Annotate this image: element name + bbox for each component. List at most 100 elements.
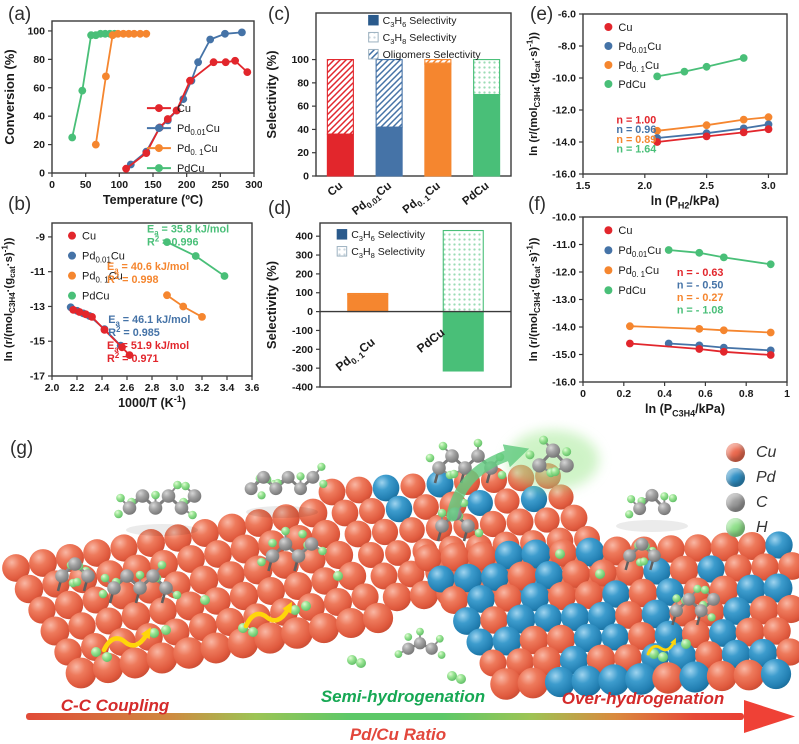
svg-text:ln (r/(molC3H4·(gcat·s)-1)): ln (r/(molC3H4·(gcat·s)-1)) [1,237,18,361]
svg-text:1: 1 [784,388,790,400]
svg-text:80: 80 [297,77,309,89]
chart-c3h4-reaction-order: 0 0.2 0.4 0.6 0.8 1 -16.0 -15.0 -14.0 -13.0 -12.0 -… [526,212,790,419]
svg-text:Pd0.01Cu: Pd0.01Cu [350,180,395,218]
svg-text:100: 100 [291,54,309,66]
svg-text:n = 1.64: n = 1.64 [616,143,656,155]
svg-text:3.4: 3.4 [220,382,235,394]
svg-text:C3H6 Selectivity: C3H6 Selectivity [351,229,426,243]
chart-selectivity-stacked-bars: 0 20 40 60 80 100 Selectivity (%) Cu Pd0.01CuPd0… [264,12,512,218]
panel-letter-c: (c) [268,4,291,25]
panel-letter-f: (f) [528,194,546,215]
svg-text:Conversion (%): Conversion (%) [2,49,17,144]
svg-text:200: 200 [295,268,313,280]
svg-text:60: 60 [33,82,45,94]
atom-legend: Cu Pd C H [726,440,776,540]
svg-text:2.0: 2.0 [45,382,60,394]
svg-text:n = 0.96: n = 0.96 [616,124,656,136]
chart-selectivity-posneg-bars: -400 -300 -200 -100 0 100 200 300 400 Selectivity… [264,222,512,394]
svg-text:300: 300 [295,250,313,262]
svg-text:R2 = 0.998: R2 = 0.998 [107,272,158,286]
svg-text:-11: -11 [30,266,45,278]
panel-letter-g: (g) [10,438,34,459]
svg-text:20: 20 [33,139,45,151]
svg-text:-16.0: -16.0 [552,169,576,181]
svg-text:C3H8 Selectivity: C3H8 Selectivity [351,246,426,260]
svg-text:-13: -13 [30,301,45,313]
svg-text:3.0: 3.0 [761,180,776,192]
pd-atom-icon [726,468,745,487]
svg-text:-17: -17 [30,371,45,383]
svg-text:-15: -15 [30,336,45,348]
svg-text:Ea = 51.9 kJ/mol: Ea = 51.9 kJ/mol [107,340,189,354]
svg-text:0: 0 [39,168,45,180]
svg-text:Cu: Cu [326,180,345,199]
svg-text:2.5: 2.5 [699,180,714,192]
atom-legend-item-pd: Pd [726,465,776,490]
svg-text:2.2: 2.2 [70,382,85,394]
svg-text:100: 100 [27,25,45,37]
svg-text:-14.0: -14.0 [552,137,576,149]
svg-text:ln (r/(molC3H4·(gcat·s)-1)): ln (r/(molC3H4·(gcat·s)-1)) [526,32,543,156]
svg-text:0: 0 [307,306,313,318]
panel-letter-b: (b) [8,194,32,215]
svg-text:n = 0.89: n = 0.89 [616,134,656,146]
svg-text:-300: -300 [292,363,313,375]
svg-text:3.0: 3.0 [170,382,185,394]
svg-text:40: 40 [297,124,309,136]
svg-text:-200: -200 [292,344,313,356]
atom-legend-label: Cu [756,443,777,461]
svg-text:2.0: 2.0 [638,180,653,192]
svg-text:Temperature (ºC): Temperature (ºC) [103,193,203,207]
atom-legend-label: H [756,518,768,536]
svg-text:-10.0: -10.0 [552,212,576,224]
svg-text:100: 100 [295,287,313,299]
chart-h2-reaction-order: 1.5 2.0 2.5 3.0 -16.0 -14.0 -12.0 -10.0 -8.0 -6.0… [526,9,788,210]
svg-text:20: 20 [297,147,309,159]
svg-text:0.8: 0.8 [739,388,754,400]
svg-text:Oligomers Selectivity: Oligomers Selectivity [383,49,482,61]
cu-atom-icon [726,443,745,462]
panel-letter-a: (a) [8,4,32,25]
svg-text:-13.0: -13.0 [552,294,576,306]
svg-text:-16.0: -16.0 [552,377,576,389]
svg-text:-400: -400 [292,382,313,394]
svg-text:-8.0: -8.0 [558,41,576,53]
svg-text:Pd0.01Cu: Pd0.01Cu [618,41,661,55]
svg-text:1000/T (K-1): 1000/T (K-1) [118,394,186,410]
panel-letter-d: (d) [268,198,292,219]
svg-text:Pd0. 1Cu: Pd0. 1Cu [333,335,379,376]
svg-text:Cu: Cu [177,103,191,115]
svg-text:-15.0: -15.0 [552,349,576,361]
svg-text:R2 = 0.971: R2 = 0.971 [107,351,158,365]
atom-legend-item-cu: Cu [726,440,776,465]
svg-text:R2 = 0.985: R2 = 0.985 [108,325,159,339]
svg-text:n = 1.00: n = 1.00 [616,115,656,127]
svg-text:PdCu: PdCu [414,325,447,355]
svg-text:50: 50 [80,179,92,191]
svg-text:-10.0: -10.0 [552,73,576,85]
svg-text:ln (r/(molC3H4·(gcat·s)-1)): ln (r/(molC3H4·(gcat·s)-1)) [526,237,543,361]
svg-text:-14.0: -14.0 [552,322,576,334]
svg-text:400: 400 [295,231,313,243]
svg-text:Pd0. 1Cu: Pd0. 1Cu [177,143,218,157]
svg-text:80: 80 [33,54,45,66]
svg-text:150: 150 [144,179,162,191]
svg-text:-9: -9 [36,231,45,243]
svg-text:0.2: 0.2 [616,388,631,400]
svg-text:2.6: 2.6 [120,382,135,394]
svg-text:Ea = 35.8 kJ/mol: Ea = 35.8 kJ/mol [147,224,229,238]
svg-text:0: 0 [580,388,586,400]
svg-text:1.5: 1.5 [576,180,591,192]
panel-letter-e: (e) [530,4,554,25]
svg-text:-12.0: -12.0 [552,267,576,279]
svg-text:300: 300 [245,179,262,191]
svg-text:2.4: 2.4 [95,382,110,394]
atom-legend-item-h: H [726,515,776,540]
svg-text:C3H6 Selectivity: C3H6 Selectivity [383,15,458,29]
svg-text:n = - 0.63: n = - 0.63 [677,267,724,279]
svg-text:Pd0. 1Cu: Pd0. 1Cu [401,180,444,218]
chart-arrhenius-plot: 2.0 2.2 2.4 2.6 2.8 3.0 3.2 3.4 3.6 -17 -15 -13 -11 -… [1,222,259,410]
svg-text:100: 100 [111,179,129,191]
svg-text:0: 0 [49,179,55,191]
